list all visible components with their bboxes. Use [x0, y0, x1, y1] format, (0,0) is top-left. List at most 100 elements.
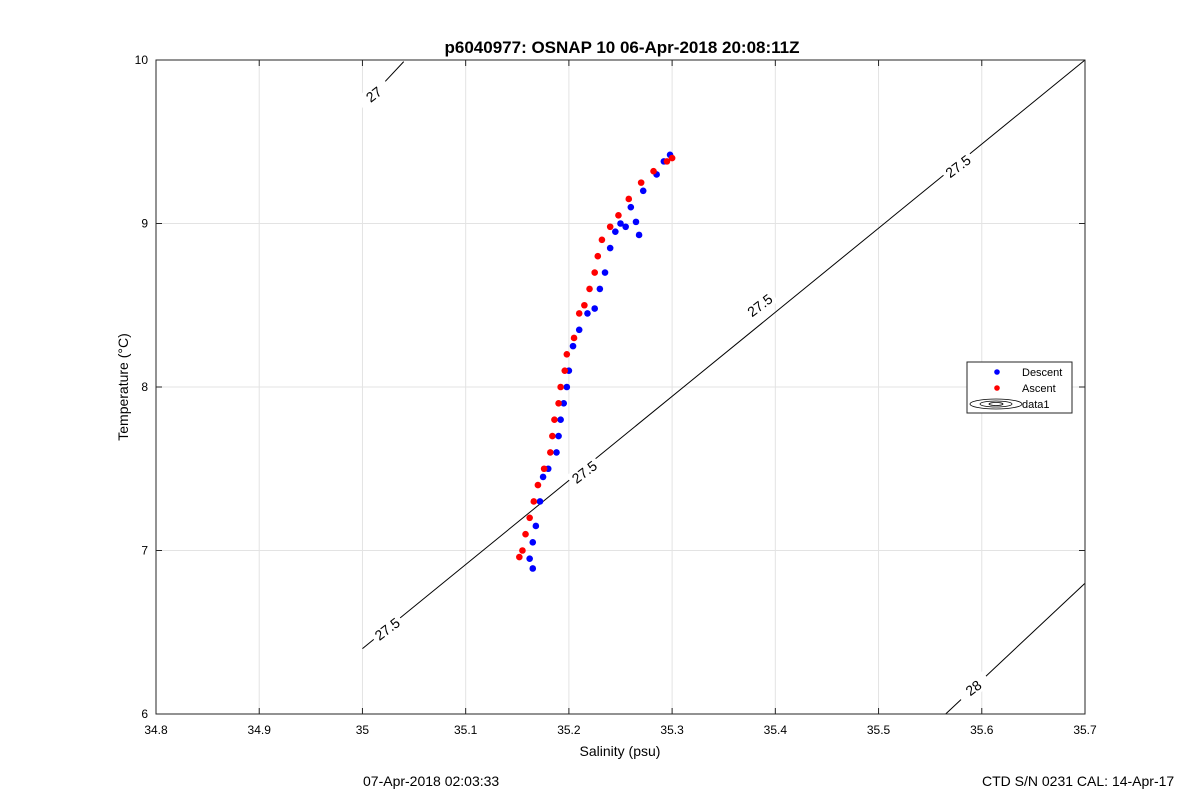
- axis-tick-labels: 34.8 34.9 35 35.1 35.2 35.3 35.4 35.5 35.6 35.7 6 7…: [135, 53, 1097, 737]
- point-ascent: [516, 553, 523, 561]
- y-tick-label: 7: [141, 544, 148, 558]
- point-descent: [555, 432, 562, 440]
- point-descent: [639, 187, 647, 195]
- x-tick-label: 35.6: [970, 723, 994, 737]
- x-axis-label: Salinity (psu): [580, 743, 661, 759]
- x-tick-label: 35.2: [557, 723, 581, 737]
- point-descent: [622, 223, 629, 231]
- x-tick-label: 35: [356, 723, 370, 737]
- point-ascent: [526, 514, 533, 522]
- point-ascent: [557, 383, 564, 391]
- point-ascent: [625, 195, 633, 203]
- point-descent: [526, 555, 533, 562]
- x-tick-label: 35.3: [660, 723, 684, 737]
- y-tick-label: 6: [141, 707, 148, 721]
- point-descent: [591, 305, 598, 312]
- point-ascent: [668, 154, 676, 162]
- point-ascent: [663, 158, 671, 165]
- chart-title: p6040977: OSNAP 10 06-Apr-2018 20:08:11Z: [445, 38, 800, 57]
- point-ascent: [555, 400, 562, 407]
- x-tick-label: 35.1: [454, 723, 478, 737]
- point-ascent: [540, 465, 548, 473]
- isopycnal-label-bg: [955, 671, 992, 705]
- footer-ctd-info: CTD S/N 0231 CAL: 14-Apr-17: [982, 773, 1175, 789]
- point-descent: [536, 498, 544, 505]
- y-tick-label: 8: [141, 380, 148, 394]
- legend-contour-icon-core: [988, 402, 1004, 406]
- point-ascent: [519, 547, 526, 554]
- series-descent: [526, 151, 674, 572]
- point-ascent: [570, 334, 578, 342]
- point-ascent: [615, 212, 622, 219]
- y-tick-label: 9: [141, 217, 148, 231]
- point-ascent: [575, 310, 583, 317]
- x-tick-label: 35.4: [764, 723, 788, 737]
- point-ascent: [591, 269, 598, 276]
- point-ascent: [530, 498, 538, 505]
- y-tick-label: 10: [135, 53, 149, 67]
- point-ascent: [606, 223, 614, 231]
- legend-contour-icon: [969, 398, 1023, 410]
- legend-marker-descent: [994, 369, 1000, 375]
- point-ascent: [650, 167, 657, 175]
- point-ascent: [561, 367, 569, 374]
- point-descent: [596, 285, 604, 293]
- x-tick-label: 35.7: [1073, 723, 1097, 737]
- x-tick-label: 34.8: [144, 723, 168, 737]
- point-ascent: [581, 301, 588, 309]
- isopycnal-label-bg: [355, 77, 393, 111]
- point-ascent: [563, 351, 571, 358]
- point-ascent: [598, 236, 606, 244]
- legend-entry-ascent: Ascent: [994, 383, 1056, 395]
- point-descent: [563, 383, 571, 391]
- legend-label-data1: data1: [1022, 399, 1050, 411]
- data-series: [516, 151, 676, 572]
- legend-label-ascent: Ascent: [1022, 383, 1056, 395]
- legend-marker-ascent: [994, 385, 1000, 391]
- point-descent: [557, 416, 564, 424]
- isopycnal-label-bg: [368, 612, 406, 646]
- point-descent: [569, 342, 577, 350]
- x-tick-label: 34.9: [248, 723, 272, 737]
- point-descent: [532, 522, 540, 530]
- legend: Descent Ascent data1: [966, 361, 1073, 414]
- point-ascent: [522, 530, 529, 538]
- isopycnal-label-bg: [565, 455, 603, 489]
- y-axis-label: Temperature (°C): [115, 333, 131, 441]
- point-descent: [529, 539, 537, 546]
- legend-entry-descent: Descent: [994, 367, 1062, 379]
- x-tick-label: 35.5: [867, 723, 891, 737]
- point-descent: [575, 326, 583, 334]
- point-descent: [560, 400, 568, 407]
- point-descent: [584, 310, 591, 317]
- point-descent: [635, 231, 643, 239]
- legend-box: [966, 361, 1073, 414]
- point-descent: [529, 565, 537, 572]
- point-ascent: [549, 432, 556, 440]
- isopycnal-label-bg: [939, 149, 977, 183]
- point-descent: [617, 220, 624, 227]
- point-descent: [553, 449, 560, 456]
- point-ascent: [551, 416, 558, 424]
- point-ascent: [547, 449, 554, 456]
- series-ascent: [516, 154, 676, 561]
- point-ascent: [586, 285, 593, 293]
- point-ascent: [637, 179, 645, 186]
- point-descent: [627, 203, 635, 211]
- point-ascent: [594, 252, 602, 260]
- legend-label-descent: Descent: [1022, 367, 1062, 379]
- point-descent: [632, 218, 640, 226]
- point-descent: [601, 269, 609, 276]
- legend-entry-data1: data1: [969, 398, 1050, 411]
- axis-ticks: [155, 59, 1086, 715]
- point-ascent: [534, 481, 542, 489]
- point-descent: [539, 473, 547, 481]
- grid-lines: [155, 59, 1086, 715]
- legend-contour-icon-inner: [979, 400, 1013, 408]
- point-descent: [612, 228, 619, 235]
- footer-timestamp: 07-Apr-2018 02:03:33: [363, 773, 500, 789]
- point-descent: [606, 244, 614, 252]
- isopycnal-label-bg: [741, 288, 779, 322]
- isopycnal-line-27-5: [362, 59, 1086, 649]
